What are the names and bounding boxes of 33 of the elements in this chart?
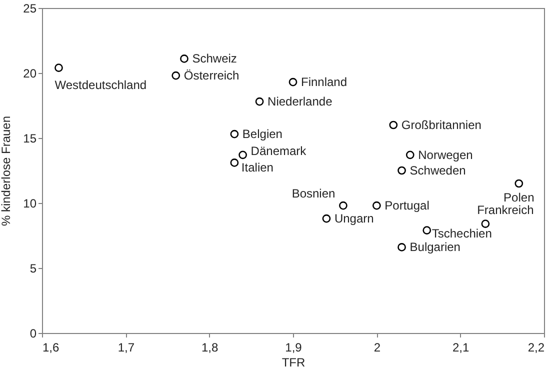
- y-tick-label: 5: [30, 262, 37, 276]
- x-axis-title: TFR: [282, 356, 306, 370]
- x-tick-label: 2: [374, 340, 381, 354]
- y-tick-label: 0: [30, 326, 37, 340]
- y-tick-label: 20: [23, 66, 37, 80]
- x-tick-label: 1,8: [201, 340, 218, 354]
- annotation: Polen: [504, 190, 534, 204]
- x-tick-label: 2,2: [528, 340, 545, 354]
- annotation: Finnland: [301, 75, 348, 90]
- annotation: Belgien: [242, 127, 282, 142]
- annotation: Niederlande: [268, 94, 333, 109]
- y-tick-label: 10: [23, 196, 37, 210]
- annotation: Bulgarien: [410, 240, 460, 254]
- annotation: Westdeutschland: [54, 78, 147, 92]
- annotation: Dänemark: [250, 144, 308, 158]
- x-tick-label: 1,6: [42, 340, 60, 354]
- annotation: Österreich: [184, 68, 240, 83]
- y-axis-title: % kinderlose Frauen: [0, 116, 14, 226]
- annotation: Norwegen: [418, 148, 473, 162]
- y-tick-label: 15: [23, 132, 37, 146]
- annotation: Schweden: [410, 164, 466, 178]
- x-tick-label: 1,7: [118, 340, 135, 354]
- annotation: Tschechien: [432, 226, 492, 240]
- annotation: Frankreich: [477, 202, 534, 217]
- y-tick-label: 25: [23, 2, 37, 16]
- annotation: Großbritannien: [401, 118, 482, 132]
- annotation: Ungarn: [334, 212, 374, 226]
- annotation: Portugal: [384, 198, 430, 213]
- x-tick-label: 1,9: [285, 340, 302, 354]
- annotation: Schweiz: [192, 52, 237, 66]
- x-tick-label: 2,1: [452, 340, 470, 354]
- annotation: Bosnien: [292, 186, 336, 201]
- annotation: Italien: [241, 160, 274, 175]
